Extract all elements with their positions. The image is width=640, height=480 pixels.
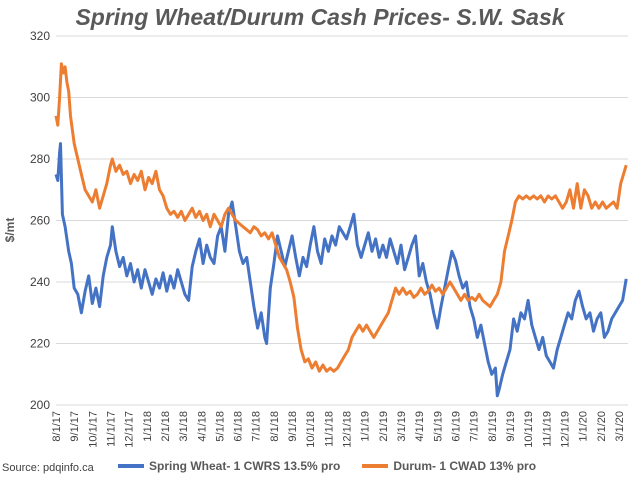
legend-swatch-spring-wheat: [118, 464, 144, 468]
x-tick-19: 3/1/19: [396, 411, 408, 442]
x-tick-7: 3/1/18: [178, 411, 190, 442]
x-tick-26: 10/1/19: [523, 411, 535, 448]
x-tick-18: 2/1/19: [378, 411, 390, 442]
series-line-spring-wheat: [54, 142, 628, 398]
x-tick-0: 8/1/17: [51, 411, 63, 442]
y-tick-labels: 200 220 240 260 280 300 320: [30, 29, 50, 412]
x-tick-31: 3/1/20: [614, 411, 626, 442]
grid-lines: [56, 35, 628, 406]
legend-swatch-durum: [362, 464, 389, 468]
x-tick-10: 6/1/18: [233, 411, 245, 442]
series-line-durum: [54, 62, 628, 373]
x-tick-1: 9/1/17: [69, 411, 81, 442]
x-tick-2: 10/1/17: [87, 411, 99, 448]
x-tick-29: 1/1/20: [578, 411, 590, 442]
x-tick-5: 1/1/18: [142, 411, 154, 442]
x-tick-8: 4/1/18: [196, 411, 208, 442]
x-tick-23: 7/1/19: [469, 411, 481, 442]
x-tick-4: 12/1/17: [124, 411, 136, 448]
legend: Spring Wheat- 1 CWRS 13.5% pro Durum- 1 …: [118, 459, 536, 473]
x-tick-11: 7/1/18: [251, 411, 263, 442]
x-tick-17: 1/1/19: [360, 411, 372, 442]
x-tick-labels: 8/1/17 9/1/17 10/1/17 11/1/17 12/1/17 1/1/18 2…: [51, 411, 626, 448]
x-tick-3: 11/1/17: [105, 411, 117, 447]
y-tick-240: 240: [30, 275, 50, 289]
y-tick-200: 200: [30, 398, 50, 412]
x-tick-13: 9/1/18: [287, 411, 299, 442]
x-tick-9: 5/1/18: [214, 411, 226, 442]
x-tick-24: 8/1/19: [487, 411, 499, 442]
chart-title: Spring Wheat/Durum Cash Prices- S.W. Sas…: [75, 4, 565, 30]
x-tick-25: 9/1/19: [505, 411, 517, 442]
x-tick-14: 10/1/18: [305, 411, 317, 448]
legend-item-durum: Durum- 1 CWAD 13% pro: [362, 459, 536, 473]
series-lines: [54, 62, 628, 398]
legend-item-spring-wheat: Spring Wheat- 1 CWRS 13.5% pro: [118, 459, 340, 473]
y-tick-260: 260: [30, 214, 50, 228]
source-note: Source: pdqinfo.ca: [2, 462, 94, 474]
x-tick-15: 11/1/18: [323, 411, 335, 447]
y-tick-280: 280: [30, 152, 50, 166]
x-tick-22: 6/1/19: [450, 411, 462, 442]
x-tick-16: 12/1/18: [342, 411, 354, 448]
legend-label-spring-wheat: Spring Wheat- 1 CWRS 13.5% pro: [149, 459, 341, 473]
legend-label-durum: Durum- 1 CWAD 13% pro: [393, 459, 537, 473]
x-tick-20: 4/1/19: [414, 411, 426, 442]
x-tick-28: 12/1/19: [559, 411, 571, 448]
x-tick-12: 8/1/18: [269, 411, 281, 442]
x-tick-27: 11/1/19: [541, 411, 553, 447]
y-tick-320: 320: [30, 29, 50, 43]
y-tick-220: 220: [30, 337, 50, 351]
x-tick-21: 5/1/19: [432, 411, 444, 442]
x-tick-6: 2/1/18: [160, 411, 172, 442]
y-axis-label: $/mt: [3, 218, 17, 243]
x-tick-30: 2/1/20: [596, 411, 608, 442]
y-tick-300: 300: [30, 91, 50, 105]
